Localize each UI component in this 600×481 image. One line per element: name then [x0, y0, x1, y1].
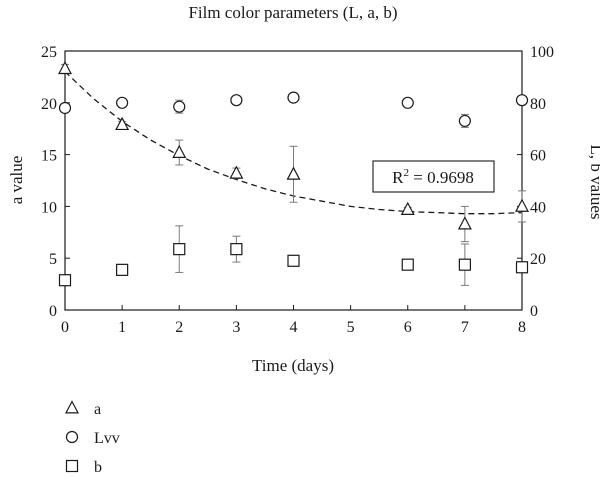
legend-marker-a: [65, 400, 79, 414]
x-tick-label: 2: [175, 319, 183, 336]
point-a: [400, 201, 415, 215]
r-squared-annotation: R2 = 0.9698: [372, 160, 495, 193]
point-lvv: [58, 101, 72, 115]
legend-item-lvv: Lvv: [65, 430, 120, 447]
left-y-tick-label: 25: [41, 44, 57, 61]
point-lvv: [116, 96, 129, 109]
x-tick-label: 8: [518, 319, 526, 336]
x-tick-label: 4: [290, 319, 298, 336]
x-axis-label: Time (days): [252, 356, 334, 375]
legend-label-lvv: Lvv: [94, 430, 120, 447]
right-y-tick-label: 20: [530, 251, 546, 268]
point-a: [457, 216, 472, 230]
legend-marker-lvv: [65, 430, 79, 444]
point-a: [172, 144, 187, 159]
left-y-tick-label: 20: [41, 96, 57, 113]
right-y-tick-label: 100: [530, 44, 554, 61]
right-y-axis-label: L, b values: [587, 144, 600, 219]
x-tick-label: 5: [347, 319, 355, 336]
point-lvv: [287, 91, 300, 104]
data-points: [58, 60, 529, 287]
point-b: [515, 261, 529, 274]
point-a: [115, 116, 130, 131]
point-lvv: [173, 100, 186, 113]
x-tick-label: 7: [461, 319, 469, 336]
point-b: [173, 243, 186, 256]
legend-label-b: b: [94, 459, 102, 476]
point-b: [458, 258, 471, 271]
point-a: [229, 165, 244, 179]
right-y-tick-label: 40: [530, 199, 546, 216]
x-axis: 0 1 2 3 4 5 6 7 8: [61, 305, 526, 336]
left-y-tick-label: 15: [41, 148, 57, 165]
legend-item-a: a: [65, 400, 101, 418]
point-b: [401, 258, 414, 271]
point-b: [287, 254, 300, 267]
left-y-axis: 0 5 10 15 20 25: [41, 44, 70, 320]
point-b: [230, 243, 243, 256]
legend: a Lvv b: [65, 400, 120, 476]
point-b: [116, 263, 129, 276]
left-y-tick-label: 10: [41, 199, 57, 216]
r-squared-box: [372, 160, 495, 193]
point-a: [286, 166, 301, 180]
x-tick-label: 3: [232, 319, 240, 336]
x-tick-label: 6: [404, 319, 412, 336]
right-y-tick-label: 0: [530, 303, 538, 320]
point-lvv: [515, 94, 529, 107]
left-y-axis-label: a value: [7, 156, 26, 205]
point-lvv: [230, 94, 243, 107]
right-y-tick-label: 80: [530, 96, 546, 113]
r-squared-text: R2 = 0.9698: [392, 167, 474, 187]
legend-marker-b: [65, 459, 79, 473]
legend-label-a: a: [94, 401, 101, 418]
chart-title: Film color parameters (L, a, b): [188, 3, 397, 22]
left-y-tick-label: 0: [49, 303, 57, 320]
legend-item-b: b: [65, 459, 102, 476]
x-tick-label: 0: [61, 319, 69, 336]
point-a: [515, 198, 529, 212]
point-lvv: [458, 114, 471, 128]
point-b: [58, 274, 72, 287]
point-a: [58, 60, 72, 75]
x-tick-label: 1: [118, 319, 126, 336]
right-y-tick-label: 60: [530, 148, 546, 165]
point-lvv: [401, 96, 414, 109]
left-y-tick-label: 5: [49, 251, 57, 268]
right-y-axis: 0 20 40 60 80 100: [517, 44, 554, 320]
